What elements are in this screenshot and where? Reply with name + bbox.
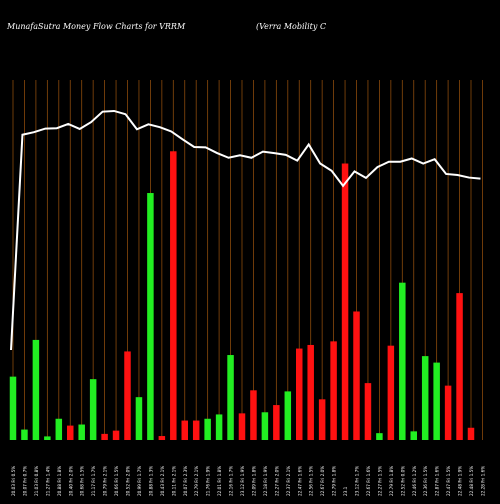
flow-bar — [410, 431, 417, 440]
x-tick-label: 22.79 Fri 2.1% — [194, 466, 199, 496]
chart-title: MunafaSutra Money Flow Charts for VRRM — [7, 22, 186, 31]
flow-bar — [387, 345, 395, 440]
flow-bar — [44, 436, 51, 440]
flow-bar — [112, 430, 120, 440]
flow-bar — [318, 399, 326, 440]
flow-bar — [192, 420, 200, 440]
flow-bar — [204, 418, 211, 440]
x-tick-label: 23.1 — [343, 486, 348, 496]
flow-bar — [147, 193, 154, 440]
x-tick-label: 20.66 Fri 1.5% — [114, 466, 119, 496]
x-tick-label: 23.12 Fri 1.7% — [355, 466, 360, 496]
x-tick-label: 22.79 Fri 1.8% — [389, 466, 394, 496]
x-tick-label: 22.48 Fri 1.5% — [469, 466, 474, 496]
flow-bar — [330, 341, 337, 440]
x-tick-label: 22.01 Fri 1.8% — [217, 466, 222, 496]
flow-bar — [9, 376, 17, 440]
flow-bar — [467, 427, 475, 440]
flow-bar — [215, 414, 223, 440]
x-tick-label: 20.88 Fri 1.3% — [148, 466, 153, 496]
x-tick-label: 22.46 Fri 1.2% — [412, 466, 417, 496]
x-tick-label: 20.88 Fri 1.8% — [57, 466, 62, 496]
x-tick-label: 23.12 Fri 1.9% — [240, 466, 245, 496]
x-tick-label: 21.27 Fri 1.4% — [45, 466, 50, 496]
price-line — [10, 109, 481, 351]
x-tick-label: 22.79 Fri 1.8% — [332, 466, 337, 496]
flow-bar — [32, 339, 40, 440]
x-tick-label: 22.16 Fri 1.7% — [229, 466, 234, 496]
x-tick-label: 20.07 Fri 2.3% — [183, 466, 188, 496]
x-tick-label: 22.27 Fri 1.5% — [377, 466, 382, 496]
flow-bar — [433, 362, 440, 440]
flow-bar — [55, 418, 63, 440]
x-tick-label: 22.28 Fri 1.6% — [480, 466, 485, 496]
flow-bar — [78, 424, 85, 440]
x-tick-label: 21.76 Fri 1.9% — [206, 466, 211, 496]
x-tick-label: 22.52 Fri 0.0% — [400, 466, 405, 496]
x-tick-label: 22.87 Fri 1.6% — [435, 466, 440, 496]
flow-bar — [238, 413, 246, 440]
flow-bar — [444, 385, 452, 440]
flow-bar — [227, 355, 234, 440]
x-tick-label: 22.47 Fri 1.5% — [446, 466, 451, 496]
flow-bar — [421, 356, 429, 440]
x-tick-label: 20.03 Fri 0.5% — [11, 466, 16, 496]
x-tick-label: 20.07 Fri 0.7% — [22, 466, 27, 496]
flow-bar — [124, 351, 131, 440]
x-tick-label: 22.47 Fri 1.6% — [297, 466, 302, 496]
flow-bar — [158, 436, 166, 440]
x-tick-label: 22.56 Fri 1.5% — [309, 466, 314, 496]
flow-bar — [170, 151, 177, 440]
x-tick-label: 22.27 Fri 2.0% — [274, 466, 279, 496]
flow-bar — [21, 429, 28, 440]
x-tick-label: 20.79 Fri 2.1% — [103, 466, 108, 496]
x-tick-label: 22.37 Fri 2.1% — [286, 466, 291, 496]
x-tick-label: 21.17 Fri 1.7% — [91, 466, 96, 496]
flow-bar — [399, 282, 406, 440]
flow-bar — [376, 433, 383, 440]
flow-bar — [341, 163, 349, 440]
x-tick-label: 22.09 Fri 1.8% — [251, 466, 256, 496]
x-tick-label: 22.36 Fri 1.5% — [423, 466, 428, 496]
x-tick-label: 22.67 Fri 2.0% — [320, 466, 325, 496]
flow-bar — [307, 344, 314, 440]
x-tick-label: 20.43 Fri 2.1% — [160, 466, 165, 496]
x-tick-label: 21.03 Fri 0.8% — [34, 466, 39, 496]
flow-bar — [364, 383, 372, 440]
x-tick-label: 20.52 Fri 2.0% — [126, 466, 131, 496]
x-tick-label: 20.99 Fri 1.7% — [137, 466, 142, 496]
flow-bar — [181, 420, 188, 440]
flow-bar — [296, 348, 303, 440]
flow-bar — [67, 425, 74, 440]
flow-bar — [101, 433, 108, 440]
flow-bar — [273, 405, 280, 440]
x-tick-label: 20.68 Fri 1.5% — [80, 466, 85, 496]
flow-bar — [135, 397, 143, 440]
company-name: (Verra Mobility C — [256, 22, 327, 31]
flow-bar — [89, 379, 97, 440]
x-tick-label: 22.18 Fri 1.9% — [263, 466, 268, 496]
flow-bar — [353, 311, 360, 440]
x-tick-label: 20.40 Fri 2.0% — [68, 466, 73, 496]
flow-bar — [250, 390, 257, 440]
x-tick-label: 22.48 Fri 1.9% — [458, 466, 463, 496]
flow-bar — [456, 293, 463, 440]
flow-bar — [284, 391, 292, 440]
x-tick-label: 22.67 Fri 1.6% — [366, 466, 371, 496]
flow-bar — [261, 412, 269, 440]
x-tick-label: 20.11 Fri 2.1% — [171, 466, 176, 496]
